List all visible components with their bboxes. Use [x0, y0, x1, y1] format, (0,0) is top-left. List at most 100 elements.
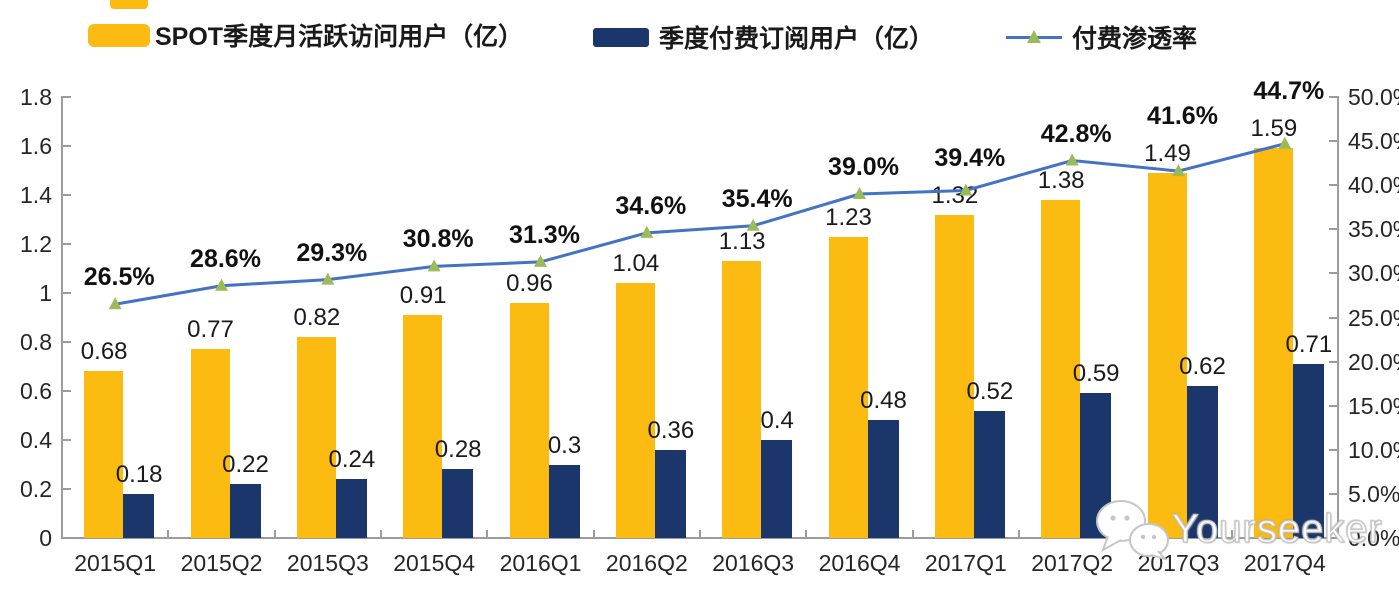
x-axis-label: 2015Q2 [180, 550, 263, 576]
x-axis-label: 2015Q4 [393, 550, 476, 576]
mau-value-label: 0.82 [293, 304, 341, 332]
penetration-value-label: 30.8% [402, 225, 474, 254]
x-axis-label: 2017Q4 [1243, 550, 1326, 576]
right-axis-tick [1329, 492, 1338, 495]
left-axis-tick [62, 292, 71, 294]
right-axis-tick [1329, 537, 1338, 539]
mau-bar [296, 337, 336, 538]
subs-bar [973, 410, 1005, 538]
left-axis-tick [62, 537, 71, 539]
right-axis-tick-label: 15.0% [1348, 392, 1399, 419]
watermark-text: Yourseeker [1171, 506, 1383, 551]
subs-bar [442, 469, 474, 538]
penetration-marker [1065, 153, 1079, 166]
x-axis-tick [805, 530, 808, 538]
x-axis-label: 2016Q1 [499, 550, 582, 576]
mau-bar [190, 349, 230, 538]
mau-bar [615, 283, 655, 538]
subs-value-label: 0.3 [547, 431, 582, 459]
mau-value-label: 0.68 [80, 338, 128, 366]
subs-bar [761, 440, 793, 538]
right-axis-tick [1329, 272, 1338, 275]
line-marker-swatch [1006, 29, 1062, 45]
left-axis-tick [62, 390, 71, 392]
right-axis-tick [1329, 140, 1338, 143]
subs-bar [867, 420, 899, 538]
penetration-value-label: 29.3% [296, 238, 368, 267]
right-axis-tick-label: 5.0% [1348, 480, 1399, 507]
x-axis-tick [1230, 530, 1233, 538]
subs-value-label: 0.36 [647, 416, 695, 444]
subs-value-label: 0.22 [222, 451, 269, 479]
penetration-value-label: 41.6% [1147, 101, 1218, 130]
right-axis-tick [1329, 448, 1338, 451]
penetration-marker [427, 259, 441, 272]
mau-bar [934, 214, 974, 538]
left-axis-tick-label: 0.2 [20, 476, 52, 502]
x-axis-tick [699, 530, 701, 538]
left-axis-tick-label: 0.8 [20, 329, 52, 355]
penetration-value-label: 34.6% [615, 191, 687, 220]
penetration-value-label: 26.5% [83, 263, 155, 292]
penetration-value-label: 39.0% [828, 153, 899, 182]
penetration-marker [534, 254, 547, 267]
x-axis-tick [1018, 530, 1020, 538]
right-axis-tick-label: 45.0% [1348, 128, 1399, 155]
subs-bar [229, 484, 261, 538]
penetration-line [114, 142, 1286, 306]
left-axis-tick [62, 488, 71, 490]
wechat-icon [1096, 500, 1169, 560]
right-axis-line [1337, 96, 1339, 539]
x-axis-tick [592, 530, 595, 538]
x-axis-label: 2016Q2 [605, 550, 688, 576]
right-axis-tick [1329, 360, 1338, 363]
x-axis-tick [1337, 530, 1339, 538]
legend-label-penetration: 付费渗透率 [1072, 25, 1198, 53]
left-axis-tick [62, 194, 71, 196]
x-axis-label: 2016Q4 [818, 550, 901, 576]
subs-value-label: 0.59 [1072, 360, 1120, 388]
right-axis-tick-label: 0.0% [1348, 525, 1399, 551]
mau-bar [509, 302, 549, 538]
penetration-marker [853, 187, 866, 200]
x-axis-label: 2017Q1 [924, 550, 1007, 576]
left-axis-tick [62, 96, 71, 98]
mau-value-label: 1.32 [931, 181, 979, 209]
left-axis-tick-label: 0.6 [20, 378, 52, 404]
subs-bar [123, 493, 155, 538]
mau-value-label: 1.38 [1037, 166, 1085, 194]
x-axis-tick [273, 530, 276, 538]
right-axis-tick-label: 40.0% [1348, 172, 1399, 199]
left-axis-tick-label: 0 [39, 525, 52, 551]
mau-bar [403, 315, 443, 538]
subs-bar [1292, 364, 1324, 538]
mau-bar [722, 261, 762, 538]
penetration-value-label: 35.4% [721, 184, 793, 213]
x-axis-label: 2015Q3 [286, 550, 369, 576]
subs-value-label: 0.28 [434, 436, 482, 464]
mau-value-label: 1.59 [1250, 115, 1298, 143]
x-axis-tick [486, 530, 489, 538]
subs-bar [335, 479, 367, 538]
legend-label-subs: 季度付费订阅用户（亿） [659, 25, 935, 53]
penetration-value-label: 44.7% [1253, 77, 1325, 106]
penetration-value-label: 31.3% [509, 220, 580, 249]
x-axis-label: 2016Q3 [712, 550, 795, 576]
subs-bar [548, 464, 580, 538]
legend-item-penetration: 付费渗透率 [1006, 22, 1198, 53]
x-axis-label: 2017Q2 [1031, 550, 1114, 576]
right-axis-tick [1329, 316, 1338, 319]
right-axis-tick [1329, 228, 1338, 231]
subs-bar [1186, 386, 1218, 538]
subs-bar [654, 449, 686, 538]
mau-value-label: 0.91 [399, 282, 447, 310]
left-axis-tick [62, 341, 71, 343]
left-axis-tick-label: 1.6 [20, 133, 52, 159]
x-axis-tick [61, 530, 63, 538]
x-axis-tick [167, 530, 170, 538]
legend-label-mau: SPOT季度月活跃访问用户（亿） [155, 23, 524, 51]
left-axis-tick-label: 1.8 [20, 84, 52, 110]
right-axis-tick-label: 30.0% [1348, 260, 1399, 287]
